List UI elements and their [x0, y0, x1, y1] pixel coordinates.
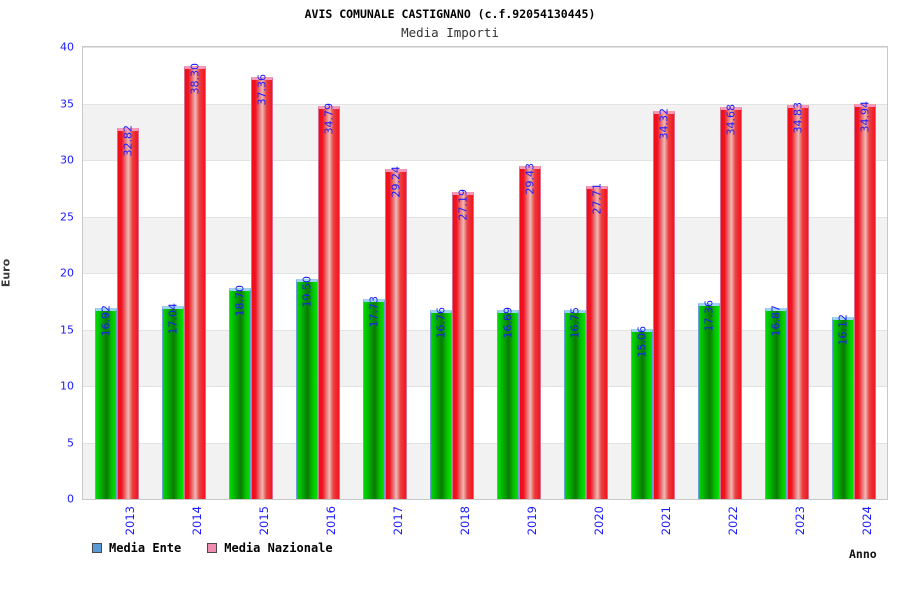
- plot-band: [83, 103, 887, 160]
- bar-value-label: 17.04: [166, 303, 179, 335]
- chart-subtitle: Media Importi: [401, 25, 499, 40]
- bar-media-ente[interactable]: 16.12: [831, 313, 854, 499]
- x-tick-label: 2021: [658, 506, 673, 536]
- plot-band: [83, 216, 887, 273]
- legend-swatch-icon: [207, 543, 218, 553]
- x-tick-label: 2016: [323, 506, 338, 536]
- gridline: [83, 273, 887, 274]
- plot-area: 16.92 32.82 17.04 38.30 18.70 37.36 19.50 34.79…: [82, 46, 888, 500]
- x-axis-label: Anno: [849, 547, 877, 561]
- legend-swatch-icon: [92, 543, 102, 553]
- gridline: [83, 442, 887, 444]
- bar-media-nazionale[interactable]: 34.68: [719, 104, 742, 499]
- x-tick-label: 2013: [122, 506, 137, 536]
- gridline: [83, 216, 887, 218]
- bar-value-label: 16.75: [568, 306, 581, 339]
- y-tick-label: 15: [60, 323, 74, 336]
- bar-value-label: 34.79: [322, 102, 335, 135]
- gridline: [83, 329, 887, 331]
- x-tick-label: 2019: [524, 506, 539, 536]
- plot-band: [83, 442, 887, 499]
- y-tick-label: 10: [60, 379, 74, 393]
- bar-value-label: 27.19: [456, 188, 469, 221]
- bar-media-ente[interactable]: 17.36: [697, 299, 720, 499]
- y-tick-label: 35: [60, 97, 74, 110]
- bar-value-label: 34.94: [858, 101, 871, 133]
- gridline: [83, 47, 887, 48]
- bar-media-nazionale[interactable]: 27.71: [585, 182, 608, 499]
- plot-band: [83, 329, 887, 386]
- bar-value-label: 27.71: [590, 182, 603, 215]
- bar-media-nazionale[interactable]: 34.79: [317, 102, 340, 499]
- bar-media-ente[interactable]: 16.76: [429, 306, 452, 499]
- bar-value-label: 37.36: [255, 73, 268, 106]
- bar-media-nazionale[interactable]: 34.32: [652, 108, 675, 499]
- bar-media-ente[interactable]: 17.73: [362, 295, 385, 499]
- bar-value-label: 34.32: [657, 108, 670, 140]
- bar-media-ente[interactable]: 16.75: [563, 306, 586, 499]
- x-tick-label: 2023: [792, 506, 807, 536]
- x-tick-label: 2020: [591, 506, 606, 536]
- bar-value-label: 17.73: [367, 295, 380, 328]
- bar-value-label: 38.30: [188, 63, 201, 95]
- bar-media-nazionale[interactable]: 34.94: [853, 101, 876, 499]
- x-tick-label: 2018: [457, 506, 472, 536]
- bar-media-ente[interactable]: 16.87: [764, 305, 787, 499]
- bar-media-ente[interactable]: 17.04: [161, 303, 184, 499]
- x-tick-label: 2024: [859, 506, 874, 536]
- x-tick-label: 2014: [189, 506, 204, 536]
- bar-value-label: 17.36: [702, 299, 715, 332]
- legend-label: Media Ente: [109, 541, 182, 555]
- bar-value-label: 34.83: [791, 102, 804, 134]
- bar-media-nazionale[interactable]: 37.36: [250, 73, 273, 499]
- y-tick-label: 25: [60, 210, 74, 223]
- bar-media-nazionale[interactable]: 29.43: [518, 163, 541, 499]
- gridline: [83, 103, 887, 105]
- bar-value-label: 18.70: [233, 284, 246, 317]
- bar-value-label: 29.24: [389, 165, 402, 198]
- bar-media-ente[interactable]: 15.06: [630, 325, 653, 499]
- gridline: [83, 386, 887, 387]
- bar-value-label: 19.50: [300, 275, 313, 308]
- bar-value-label: 29.43: [523, 163, 536, 195]
- x-tick-label: 2022: [725, 506, 740, 536]
- bar-media-nazionale[interactable]: 29.24: [384, 165, 407, 499]
- chart-title: AVIS COMUNALE CASTIGNANO (c.f.9205413044…: [304, 7, 596, 21]
- bar-value-label: 34.68: [724, 104, 737, 136]
- bar-value-label: 16.92: [99, 304, 112, 337]
- x-tick-label: 2017: [390, 506, 405, 536]
- bar-media-nazionale[interactable]: 34.83: [786, 102, 809, 499]
- y-axis-label: Euro: [0, 258, 13, 288]
- bar-value-label: 32.82: [121, 125, 134, 157]
- bar-value-label: 16.12: [836, 313, 849, 346]
- bar-value-label: 16.76: [434, 306, 447, 339]
- gridline: [83, 160, 887, 161]
- bar-media-ente[interactable]: 19.50: [295, 275, 318, 499]
- bar-value-label: 16.87: [769, 305, 782, 337]
- bar-media-ente[interactable]: 16.92: [94, 304, 117, 499]
- bar-media-nazionale[interactable]: 32.82: [116, 125, 139, 499]
- legend-item[interactable]: Media Nazionale: [207, 541, 333, 555]
- y-tick-label: 40: [60, 40, 74, 54]
- y-tick-label: 30: [60, 153, 74, 167]
- legend-item[interactable]: Media Ente: [92, 541, 181, 555]
- legend-label: Media Nazionale: [224, 541, 333, 555]
- chart-legend: Media Ente Media Nazionale: [92, 541, 333, 555]
- bar-media-nazionale[interactable]: 38.30: [183, 63, 206, 499]
- bar-value-label: 15.06: [635, 325, 648, 358]
- y-tick-label: 20: [60, 266, 74, 280]
- y-tick-label: 0: [67, 492, 74, 506]
- x-tick-label: 2015: [256, 506, 271, 536]
- y-tick-label: 5: [67, 436, 74, 449]
- bar-media-ente[interactable]: 18.70: [228, 284, 251, 499]
- bar-media-ente[interactable]: 16.69: [496, 307, 519, 499]
- bar-media-nazionale[interactable]: 27.19: [451, 188, 474, 499]
- bar-value-label: 16.69: [501, 307, 514, 339]
